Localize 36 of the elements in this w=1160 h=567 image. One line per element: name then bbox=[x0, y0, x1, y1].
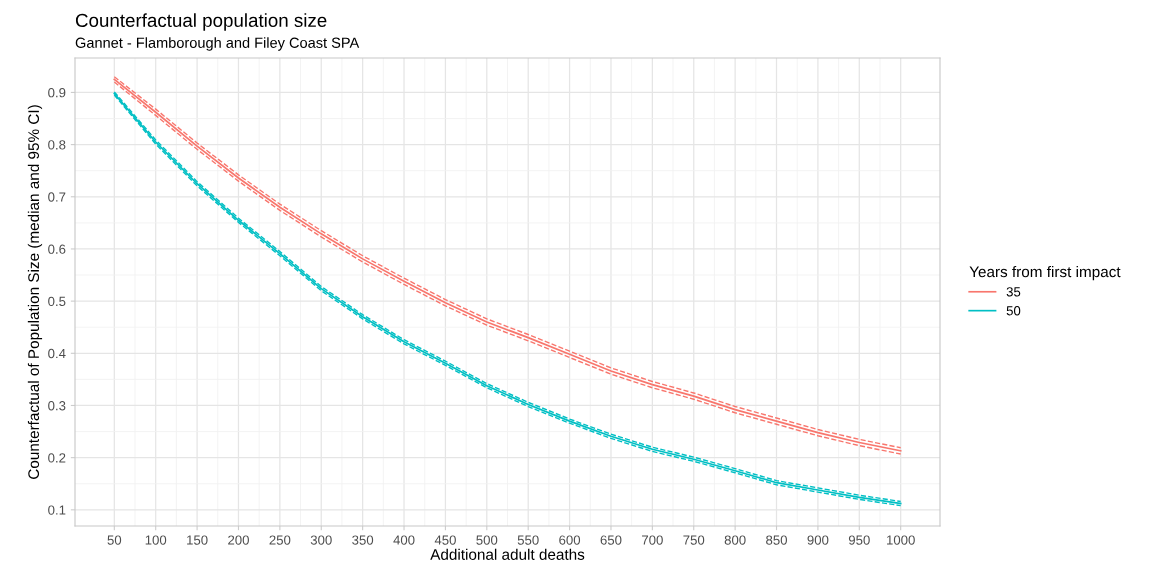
chart-title: Counterfactual population size bbox=[75, 13, 327, 31]
x-tick-label: 950 bbox=[848, 535, 870, 545]
x-tick-label: 850 bbox=[766, 535, 788, 545]
x-tick-label: 50 bbox=[107, 535, 122, 545]
y-tick-label: 0.8 bbox=[48, 140, 66, 150]
y-tick-label: 0.2 bbox=[48, 453, 66, 463]
x-tick-label: 200 bbox=[228, 535, 249, 545]
x-tick-label: 300 bbox=[310, 535, 332, 545]
x-tick-label: 400 bbox=[393, 535, 415, 545]
x-tick-label: 900 bbox=[807, 535, 829, 545]
x-tick-label: 350 bbox=[352, 535, 374, 545]
y-tick-label: 0.3 bbox=[48, 401, 66, 411]
y-tick-label: 0.6 bbox=[48, 244, 66, 254]
x-tick-label: 800 bbox=[724, 535, 746, 545]
x-tick-label: 250 bbox=[269, 535, 291, 545]
y-tick-label: 0.5 bbox=[48, 296, 66, 307]
y-tick-label: 0.9 bbox=[48, 88, 66, 98]
y-tick-label: 0.7 bbox=[48, 192, 66, 202]
x-tick-label: 700 bbox=[642, 535, 663, 545]
legend-label: 50 bbox=[1006, 306, 1021, 316]
x-axis-title: Additional adult deaths bbox=[430, 548, 585, 560]
x-tick-label: 550 bbox=[517, 535, 539, 545]
x-tick-label: 450 bbox=[434, 535, 456, 545]
x-tick-label: 600 bbox=[559, 535, 581, 545]
y-tick-label: 0.4 bbox=[48, 348, 66, 359]
chart-subtitle: Gannet - Flamborough and Filey Coast SPA bbox=[75, 37, 360, 51]
x-tick-label: 1000 bbox=[887, 535, 915, 545]
x-tick-label: 100 bbox=[145, 535, 167, 545]
x-tick-label: 150 bbox=[187, 535, 208, 545]
x-tick-label: 650 bbox=[600, 535, 622, 545]
legend-label: 35 bbox=[1006, 287, 1021, 297]
y-tick-label: 0.1 bbox=[48, 505, 66, 515]
legend-title: Years from first impact bbox=[969, 265, 1121, 281]
x-tick-label: 500 bbox=[476, 535, 498, 545]
x-tick-label: 750 bbox=[683, 535, 705, 545]
y-axis-title: Counterfactual of Population Size (median and 95% CI) bbox=[27, 105, 43, 479]
